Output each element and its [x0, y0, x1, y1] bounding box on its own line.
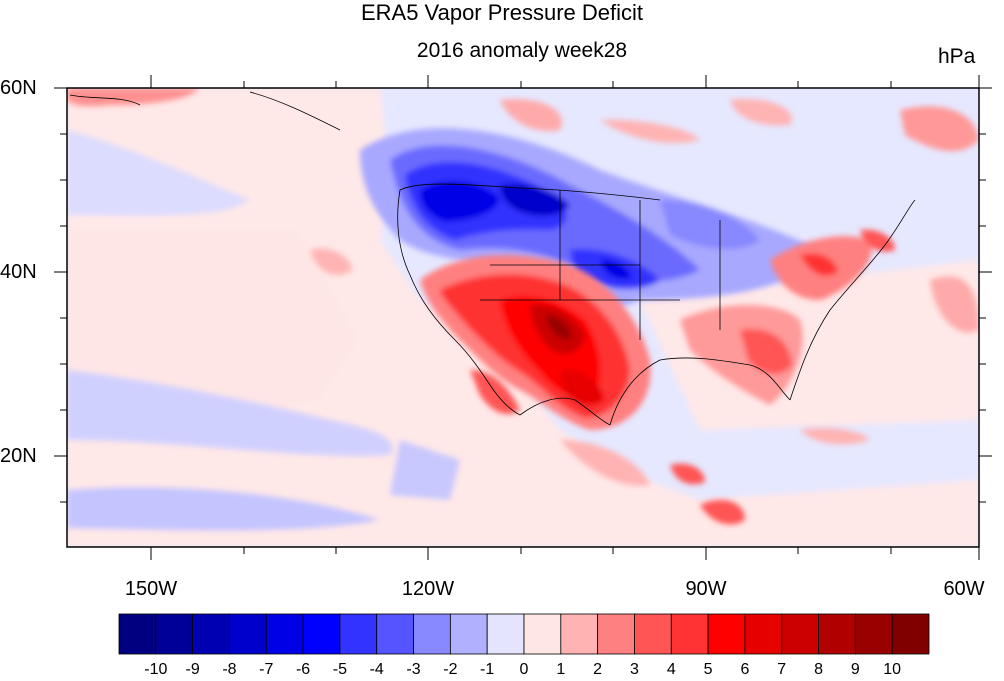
- colorbar-tick-label: -6: [295, 661, 311, 678]
- northern-patches: [67, 88, 792, 275]
- lon-label-60w: 60W: [943, 578, 985, 600]
- colorbar-tick-label: -1: [480, 661, 495, 678]
- colorbar-tick-label: -5: [332, 661, 348, 678]
- lon-label-150w: 150W: [124, 578, 178, 600]
- colorbar-swatch: [449, 613, 488, 655]
- colorbar-swatch: [265, 613, 304, 655]
- colorbar-tick-label: 8: [814, 661, 823, 678]
- map-subtitle: 2016 anomaly week28: [416, 39, 628, 62]
- colorbar-tick-label: -3: [406, 661, 421, 678]
- colorbar-tick-label: 1: [556, 661, 566, 678]
- colorbar-tick-label: 0: [519, 661, 529, 678]
- eastern-positive-anomaly: [560, 106, 979, 525]
- colorbar-tick-label: -4: [369, 661, 384, 678]
- colorbar-tick-label: 2: [593, 661, 603, 678]
- wet-positive-anomaly: [420, 255, 651, 430]
- units-label: hPa: [938, 45, 976, 68]
- colorbar-tick-label: -9: [185, 661, 200, 678]
- colorbar-tick-label: 3: [630, 661, 639, 678]
- lon-label-120w: 120W: [401, 578, 455, 600]
- colorbar-swatch: [560, 613, 599, 655]
- colorbar-swatch: [634, 613, 672, 655]
- colorbar-tick-label: 4: [666, 661, 676, 678]
- lat-label-40n: 40N: [0, 261, 37, 283]
- colorbar-swatch: [818, 613, 856, 655]
- colorbar-swatch: [523, 613, 562, 655]
- colorbar-swatch: [854, 613, 893, 655]
- colorbar-tick-label: -8: [222, 661, 237, 678]
- colorbar-tick-label: 7: [777, 661, 787, 678]
- colorbar-swatch: [781, 613, 819, 655]
- colorbar-swatch: [376, 613, 414, 655]
- colorbar-swatch: [744, 613, 783, 655]
- colorbar-tick-label: -7: [259, 661, 274, 678]
- colorbar-swatch: [302, 613, 341, 655]
- colorbar-swatch: [413, 613, 451, 655]
- colorbar-swatch: [670, 613, 709, 655]
- colorbar-tick-label: 9: [850, 661, 860, 678]
- coastlines: [69, 91, 916, 426]
- colorbar-swatch: [155, 613, 194, 655]
- colorbar-swatch: [891, 613, 930, 655]
- colorbar-tick-label: 6: [740, 661, 750, 678]
- colorbar: [118, 613, 930, 655]
- colorbar-swatch: [339, 613, 378, 655]
- colorbar-tick-label: -2: [443, 661, 458, 678]
- colorbar-swatch: [229, 613, 267, 655]
- colorbar-swatch: [192, 613, 230, 655]
- axis-ticks: [54, 75, 992, 560]
- lat-label-60n: 60N: [0, 77, 37, 99]
- pacific-negative-bands: [67, 130, 460, 531]
- colorbar-swatch: [118, 613, 157, 655]
- colorbar-swatch: [707, 613, 746, 655]
- colorbar-swatch: [597, 613, 635, 655]
- colorbar-tick-label: 10: [883, 661, 902, 678]
- lat-label-20n: 20N: [0, 445, 37, 467]
- colorbar-swatch: [486, 613, 525, 655]
- colorbar-tick-label: 5: [703, 661, 713, 678]
- anomaly-field: [67, 88, 979, 547]
- map-title: ERA5 Vapor Pressure Deficit: [360, 0, 644, 25]
- lon-label-90w: 90W: [685, 578, 727, 600]
- colorbar-tick-label: -10: [144, 661, 168, 678]
